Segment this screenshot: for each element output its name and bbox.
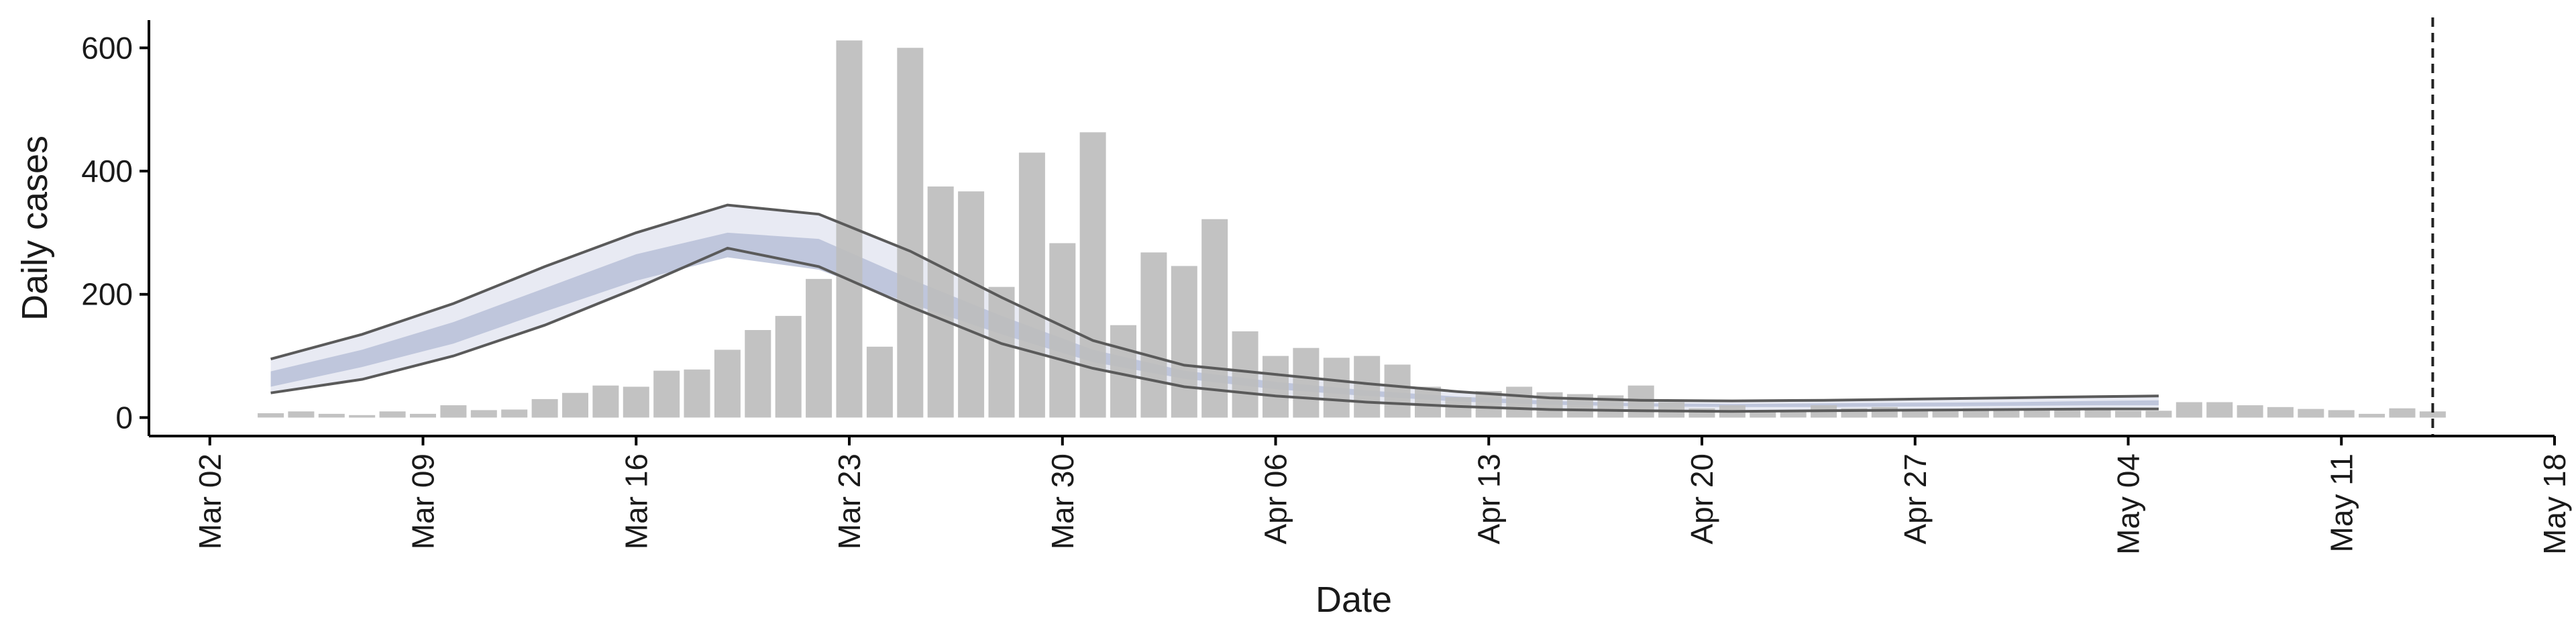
x-axis-ticks: Mar 02 Mar 09 Mar 16 Mar 23 Mar 30 Apr 06 Apr … [193, 436, 2572, 555]
daily-case-bar [440, 405, 467, 418]
daily-case-bar [1232, 331, 1258, 418]
daily-case-bar [2115, 411, 2141, 418]
daily-case-bars [258, 40, 2446, 418]
daily-case-bar [562, 392, 588, 418]
daily-case-bar [1201, 219, 1228, 418]
y-tick-label: 600 [81, 30, 133, 65]
x-tick-label: Apr 13 [1471, 453, 1506, 545]
daily-case-bar [1415, 386, 1441, 418]
daily-case-bar [1354, 356, 1381, 418]
daily-case-bar [1323, 358, 1350, 418]
daily-case-bar [2206, 402, 2233, 418]
y-tick-label: 400 [81, 154, 133, 189]
daily-case-bar [897, 48, 924, 418]
y-axis-ticks: 0 200 400 600 [81, 30, 149, 435]
daily-case-bar [2267, 407, 2294, 418]
daily-case-bar [2237, 405, 2263, 418]
daily-case-bar [2359, 413, 2385, 418]
daily-case-bar [592, 385, 619, 418]
x-axis-title: Date [1316, 580, 1392, 620]
x-tick-label: Mar 23 [832, 453, 867, 549]
daily-case-bar [379, 411, 406, 418]
estimate-bound-lines [270, 203, 2159, 413]
daily-case-bar [2176, 402, 2202, 418]
daily-case-bar [745, 330, 771, 418]
daily-case-bar [2145, 411, 2172, 418]
daily-case-bar [1688, 408, 1715, 418]
daily-case-bar [958, 191, 985, 418]
daily-case-bar [1506, 386, 1533, 418]
daily-case-bar [2419, 411, 2446, 418]
estimate-lower-line [270, 246, 2159, 413]
x-tick-label: May 11 [2324, 453, 2359, 552]
plot-area [258, 17, 2446, 436]
daily-case-bar [1293, 347, 1320, 418]
daily-case-bar [866, 346, 893, 418]
daily-case-bar [623, 386, 649, 418]
daily-case-bar [1932, 409, 1959, 418]
y-tick-label: 200 [81, 277, 133, 312]
daily-case-bar [349, 415, 376, 418]
x-tick-label: Apr 20 [1684, 453, 1719, 545]
daily-case-bar [1140, 252, 1167, 418]
daily-case-bar [318, 413, 345, 418]
x-tick-label: Mar 09 [406, 453, 441, 549]
daily-case-bar [2023, 410, 2050, 418]
daily-case-bar [1871, 407, 1898, 418]
daily-case-bar [1780, 410, 1807, 418]
daily-case-bar [2389, 408, 2416, 418]
axes: 0 200 400 600 Mar 02 Mar 09 Mar 16 Mar 23 Mar 3… [81, 20, 2572, 555]
x-tick-label: Mar 16 [619, 453, 653, 549]
daily-case-bar [806, 278, 833, 418]
daily-case-bar [2298, 409, 2324, 418]
x-tick-label: May 04 [2111, 453, 2146, 555]
daily-case-bar [2328, 410, 2355, 418]
x-tick-label: Mar 02 [193, 453, 227, 549]
daily-case-bar [531, 398, 558, 418]
daily-case-bar [1079, 132, 1106, 418]
daily-case-bar [470, 410, 497, 418]
daily-case-bar [288, 411, 315, 418]
daily-case-bar [684, 369, 710, 418]
x-tick-label: Apr 06 [1258, 453, 1293, 545]
x-tick-label: May 18 [2537, 453, 2572, 555]
daily-case-bar [1263, 356, 1289, 418]
daily-case-bar [501, 409, 528, 418]
daily-case-bar [927, 186, 954, 418]
daily-case-bar [714, 350, 741, 418]
daily-case-bar [653, 370, 680, 418]
daily-case-bar [1018, 152, 1045, 418]
daily-case-bar [1750, 411, 1776, 418]
y-axis-title: Daily cases [15, 136, 55, 321]
daily-case-bar [775, 315, 802, 418]
x-tick-label: Mar 30 [1045, 453, 1080, 549]
daily-case-bar [2084, 409, 2111, 418]
y-tick-label: 0 [115, 400, 133, 435]
daily-case-bar [258, 413, 284, 418]
x-tick-label: Apr 27 [1898, 453, 1933, 545]
daily-case-bar [988, 286, 1015, 418]
daily-case-bar [1171, 266, 1197, 418]
daily-case-bar [2054, 410, 2081, 418]
estimate-upper-line [270, 203, 2159, 402]
daily-case-bar [410, 413, 436, 418]
daily-case-bar [1384, 364, 1411, 418]
